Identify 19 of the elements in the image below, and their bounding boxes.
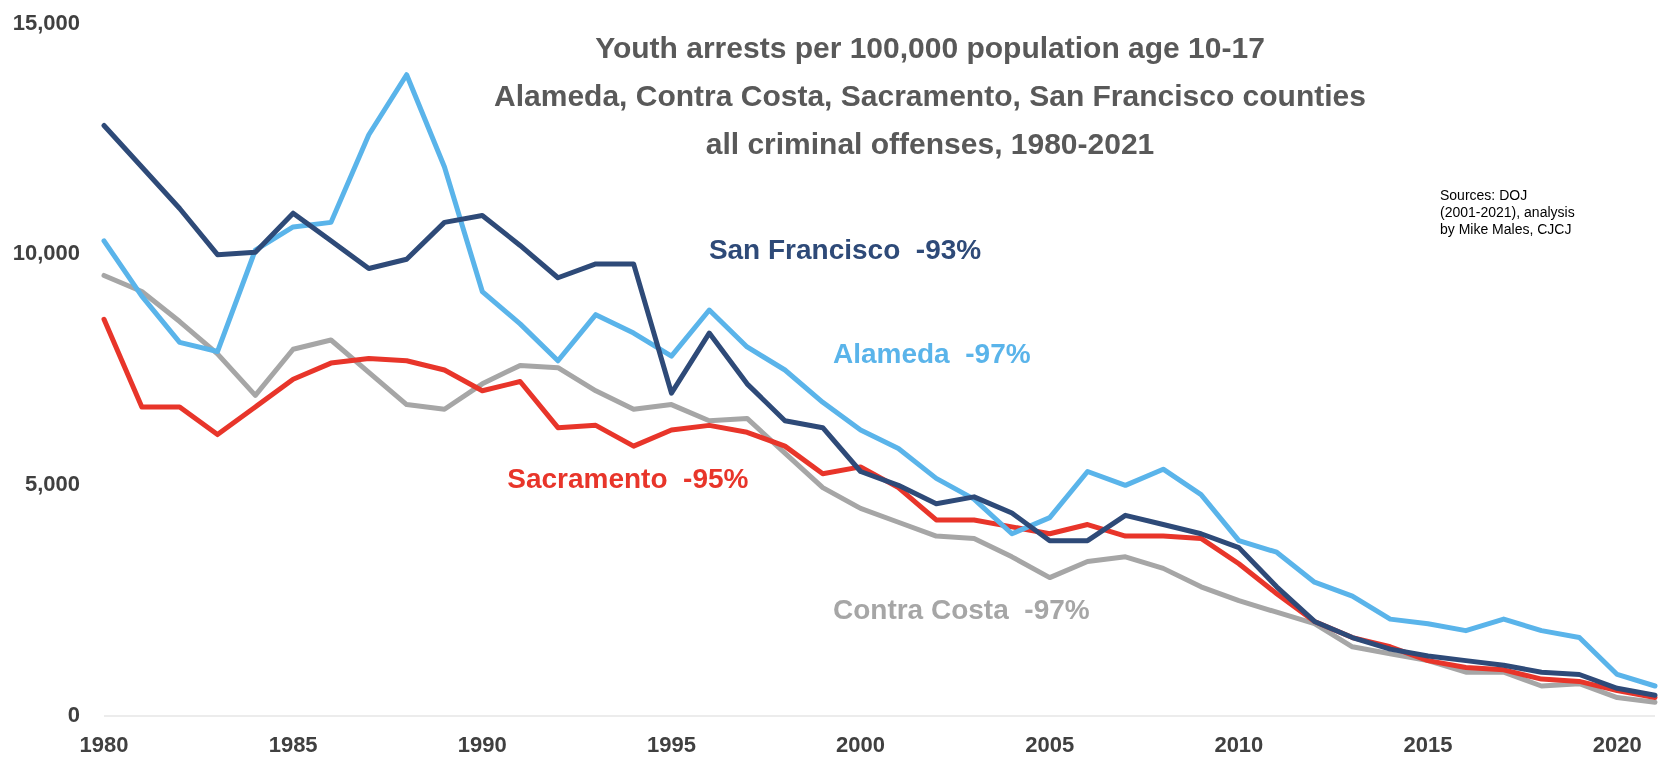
- text: Youth arrests per 100,000 population age 10-17 Alameda, Contra Costa, Sacramento, San Francisco counties all criminal offenses, 1980-2021: [494, 31, 1366, 160]
- y-tick-label: 0: [67, 701, 80, 727]
- x-tick-label: 2000: [836, 732, 886, 757]
- x-tick-label: 2005: [1025, 732, 1075, 757]
- x-tick-label: 1995: [646, 732, 696, 757]
- series-label: Alameda -97%: [832, 338, 1031, 370]
- series-label: Contra Costa -97%: [832, 594, 1090, 626]
- x-tick-label: 2015: [1403, 732, 1453, 757]
- y-tick-label: 15,000: [12, 9, 80, 35]
- x-tick-label: 2020: [1592, 732, 1642, 757]
- annotation: Sources: DOJ (2001-2021), analysis by Mike Males, CJCJ: [1440, 187, 1575, 237]
- x-tick-label: 1990: [457, 732, 507, 757]
- y-tick-label: 5,000: [24, 471, 80, 497]
- x-tick-label: 1980: [79, 732, 129, 757]
- y-tick-label: 10,000: [12, 240, 80, 266]
- x-tick-label: 1985: [268, 732, 318, 757]
- x-tick-label: 2010: [1214, 732, 1264, 757]
- text: San Francisco -93%: [708, 234, 982, 266]
- series-label: Sacramento -95%: [507, 462, 749, 494]
